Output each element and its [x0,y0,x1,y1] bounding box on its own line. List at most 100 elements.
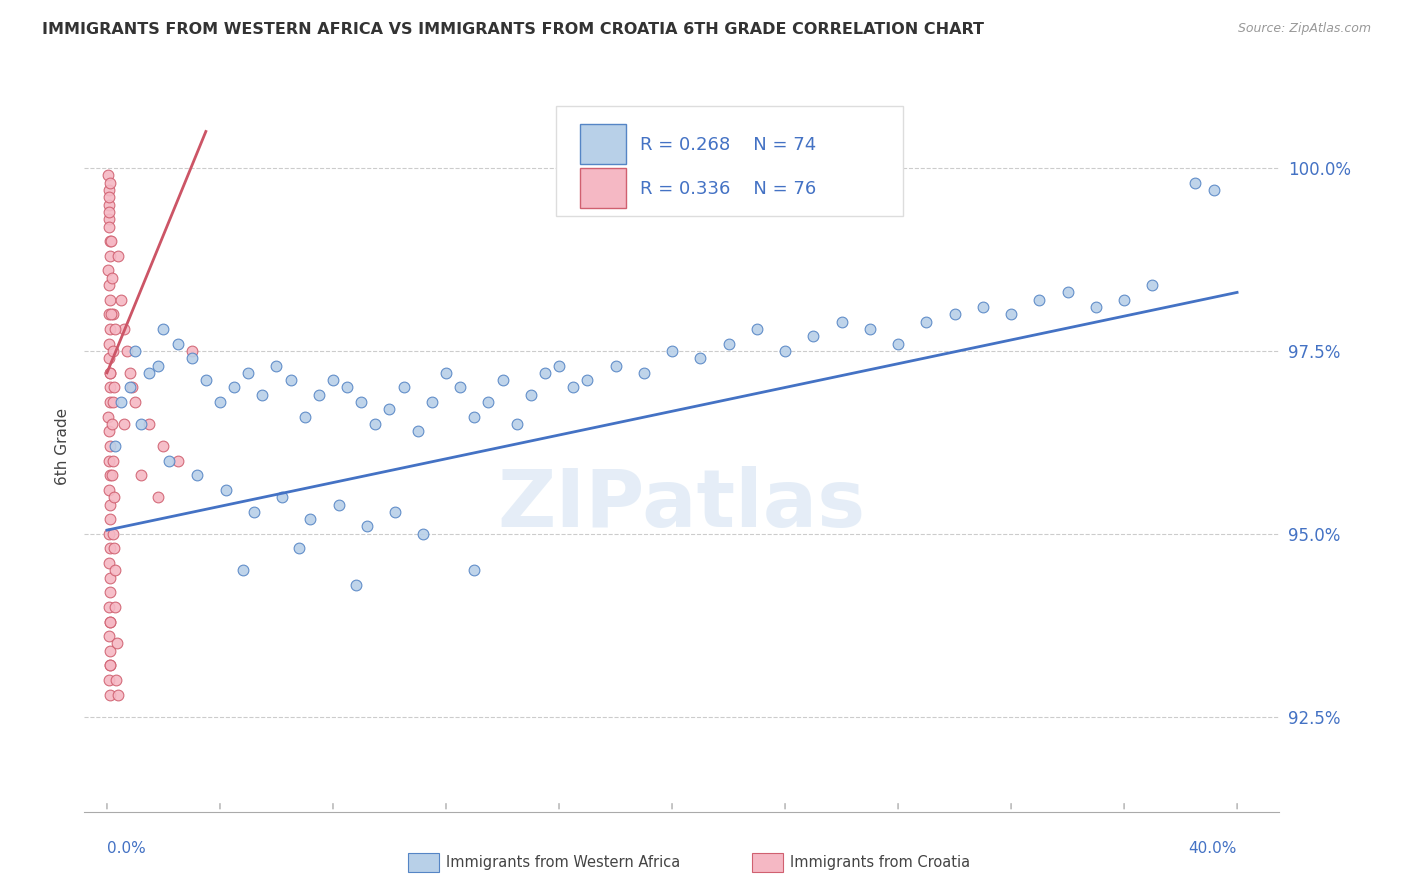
Point [129,468,152,483]
Point [98,585,121,599]
Point [129,417,152,431]
Point [98,234,121,248]
Point [97,409,120,424]
Point [463,409,485,424]
Point [98,526,121,541]
Point [98,439,121,453]
Point [208,395,231,409]
Point [98,176,121,190]
Point [689,351,711,366]
Point [576,373,599,387]
Point [224,380,246,394]
Point [104,599,127,614]
FancyBboxPatch shape [581,124,626,164]
Point [717,336,740,351]
Point [98,293,121,307]
Point [1028,293,1050,307]
Point [214,483,236,497]
Point [101,417,124,431]
Point [157,453,180,467]
Point [1142,278,1164,293]
Text: ZIPatlas: ZIPatlas [498,466,866,543]
Point [97,307,120,321]
Point [104,563,127,577]
Point [364,417,387,431]
Point [434,366,457,380]
Point [328,498,350,512]
Point [344,578,367,592]
Point [98,512,121,526]
Point [98,688,121,702]
Point [98,615,121,629]
Point [101,468,124,483]
Point [152,439,174,453]
Point [97,483,120,497]
Point [299,512,322,526]
Point [384,505,406,519]
Point [280,373,302,387]
Point [519,388,541,402]
Point [101,270,124,285]
Y-axis label: 6th Grade: 6th Grade [55,408,70,484]
Point [118,366,141,380]
Point [98,498,121,512]
Point [98,395,121,409]
Point [103,541,125,556]
Point [271,490,294,504]
Point [180,343,202,358]
Point [146,490,169,504]
Point [773,343,796,358]
Point [1000,307,1022,321]
Point [98,366,121,380]
Point [103,490,125,504]
Point [661,343,683,358]
Point [110,395,132,409]
Point [101,453,124,467]
Point [121,380,143,394]
Point [97,190,120,204]
Point [107,249,129,263]
Point [98,644,121,658]
Point [745,322,768,336]
Point [104,439,127,453]
Point [101,526,124,541]
Point [98,278,121,293]
Point [97,263,120,277]
Point [406,425,429,439]
Point [103,380,125,394]
Point [98,468,121,483]
Point [124,395,146,409]
Point [98,249,121,263]
Point [110,293,132,307]
Point [98,599,121,614]
Point [118,380,141,394]
Point [562,380,585,394]
Point [98,615,121,629]
Point [115,343,138,358]
Point [1056,285,1078,300]
Point [186,468,208,483]
Point [98,366,121,380]
Text: Immigrants from Croatia: Immigrants from Croatia [790,855,970,870]
Text: R = 0.336    N = 76: R = 0.336 N = 76 [640,179,817,197]
Point [97,219,120,234]
Point [98,197,121,211]
Point [1084,300,1107,314]
Point [138,417,160,431]
Point [98,380,121,394]
Point [336,380,359,394]
Point [97,212,120,227]
Point [266,359,288,373]
FancyBboxPatch shape [581,168,626,209]
Point [915,315,938,329]
Point [477,395,499,409]
Point [97,183,120,197]
Point [392,380,415,394]
Point [146,359,169,373]
Point [308,388,330,402]
Point [238,366,260,380]
Point [378,402,401,417]
Point [288,541,311,556]
Point [98,453,121,467]
Point [98,673,121,687]
